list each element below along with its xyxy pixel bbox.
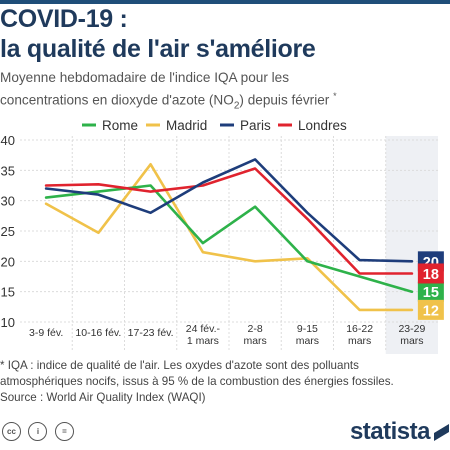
attribution-icon[interactable]: i [28, 422, 48, 441]
x-tick-label: 2-8 mars [243, 323, 266, 347]
subtitle-line-2: concentrations en dioxyde d'azote (NO2) … [0, 87, 445, 115]
subtitle-line-2-pre: concentrations en dioxyde d'azote (NO [0, 92, 234, 108]
y-tick-label: 20 [1, 254, 15, 269]
y-tick-label: 35 [1, 163, 15, 178]
top-accent-bar [0, 0, 450, 4]
chart-grid [20, 136, 438, 354]
legend-label: Rome [102, 118, 138, 133]
footnote-line-2: atmosphériques nocifs, issus à 95 % de l… [0, 375, 394, 388]
subtitle-subscript: 2 [233, 100, 240, 112]
end-label-value: 12 [423, 303, 439, 319]
y-tick-label: 30 [1, 194, 15, 209]
footnote-line-1: * IQA : indice de qualité de l'air. Les … [0, 359, 359, 372]
x-tick-label: 16-22 mars [346, 323, 373, 347]
license-icons: cc i = [2, 422, 77, 442]
x-tick-label: 24 fév.-1 mars [186, 323, 221, 347]
x-axis-ticks: 3-9 fév. 10-16 fév. 17-23 fév. 24 fév.-1 ma… [29, 323, 425, 347]
end-label-londres: 18 [417, 263, 444, 284]
highlight-column [385, 136, 438, 354]
legend-label: Madrid [166, 118, 207, 133]
x-tick-label: 17-23 fév. [128, 327, 174, 339]
statista-logo-mark-icon [434, 424, 449, 441]
statista-logo[interactable]: statista [349, 418, 431, 445]
end-label-value: 15 [423, 285, 439, 301]
y-tick-label: 15 [1, 285, 15, 300]
subtitle-line-2-post: ) depuis février [239, 92, 330, 108]
creative-commons-icon[interactable]: cc [2, 422, 21, 441]
end-label-box [417, 281, 444, 302]
source-note: Source : World Air Quality Index (WAQI) [0, 391, 206, 404]
subtitle-line-1: Moyenne hebdomadaire de l'indice IQA pou… [0, 70, 289, 85]
legend-label: Londres [298, 118, 347, 133]
title-line-1: COVID-19 : [0, 5, 128, 33]
subtitle-asterisk: * [333, 91, 337, 101]
line-chart: Rome Madrid Paris Londres 10 15 20 25 30 35 40 3-… [1, 118, 444, 354]
end-label-value: 18 [423, 267, 439, 283]
legend-label: Paris [240, 118, 271, 133]
end-label-madrid: 12 [417, 299, 444, 320]
end-label-box [417, 299, 444, 320]
x-tick-label: 9-15 mars [296, 323, 319, 347]
y-axis-ticks: 10 15 20 25 30 35 40 [1, 133, 15, 330]
series-line-paris [44, 158, 414, 263]
x-tick-label: 10-16 fév. [75, 327, 121, 339]
end-label-rome: 15 [417, 281, 444, 302]
x-tick-label: 23-29 mars [398, 323, 425, 347]
chart-legend: Rome Madrid Paris Londres [82, 118, 347, 133]
no-derivatives-icon[interactable]: = [54, 422, 74, 441]
x-tick-label: 3-9 fév. [29, 327, 63, 339]
y-tick-label: 25 [1, 224, 15, 239]
series-line-madrid [44, 162, 414, 312]
footnote: * IQA : indice de qualité de l'air. Les … [0, 358, 445, 390]
end-label-box [417, 263, 444, 284]
y-tick-label: 10 [1, 315, 15, 330]
chart-title: COVID-19 : la qualité de l'air s'amélior… [0, 4, 440, 64]
series-line-londres [44, 167, 414, 275]
chart-series [44, 158, 414, 312]
chart-subtitle: Moyenne hebdomadaire de l'indice IQA pou… [0, 68, 445, 115]
title-line-2: la qualité de l'air s'améliore [0, 35, 316, 63]
series-line-rome [44, 184, 414, 293]
y-tick-label: 40 [1, 133, 15, 148]
